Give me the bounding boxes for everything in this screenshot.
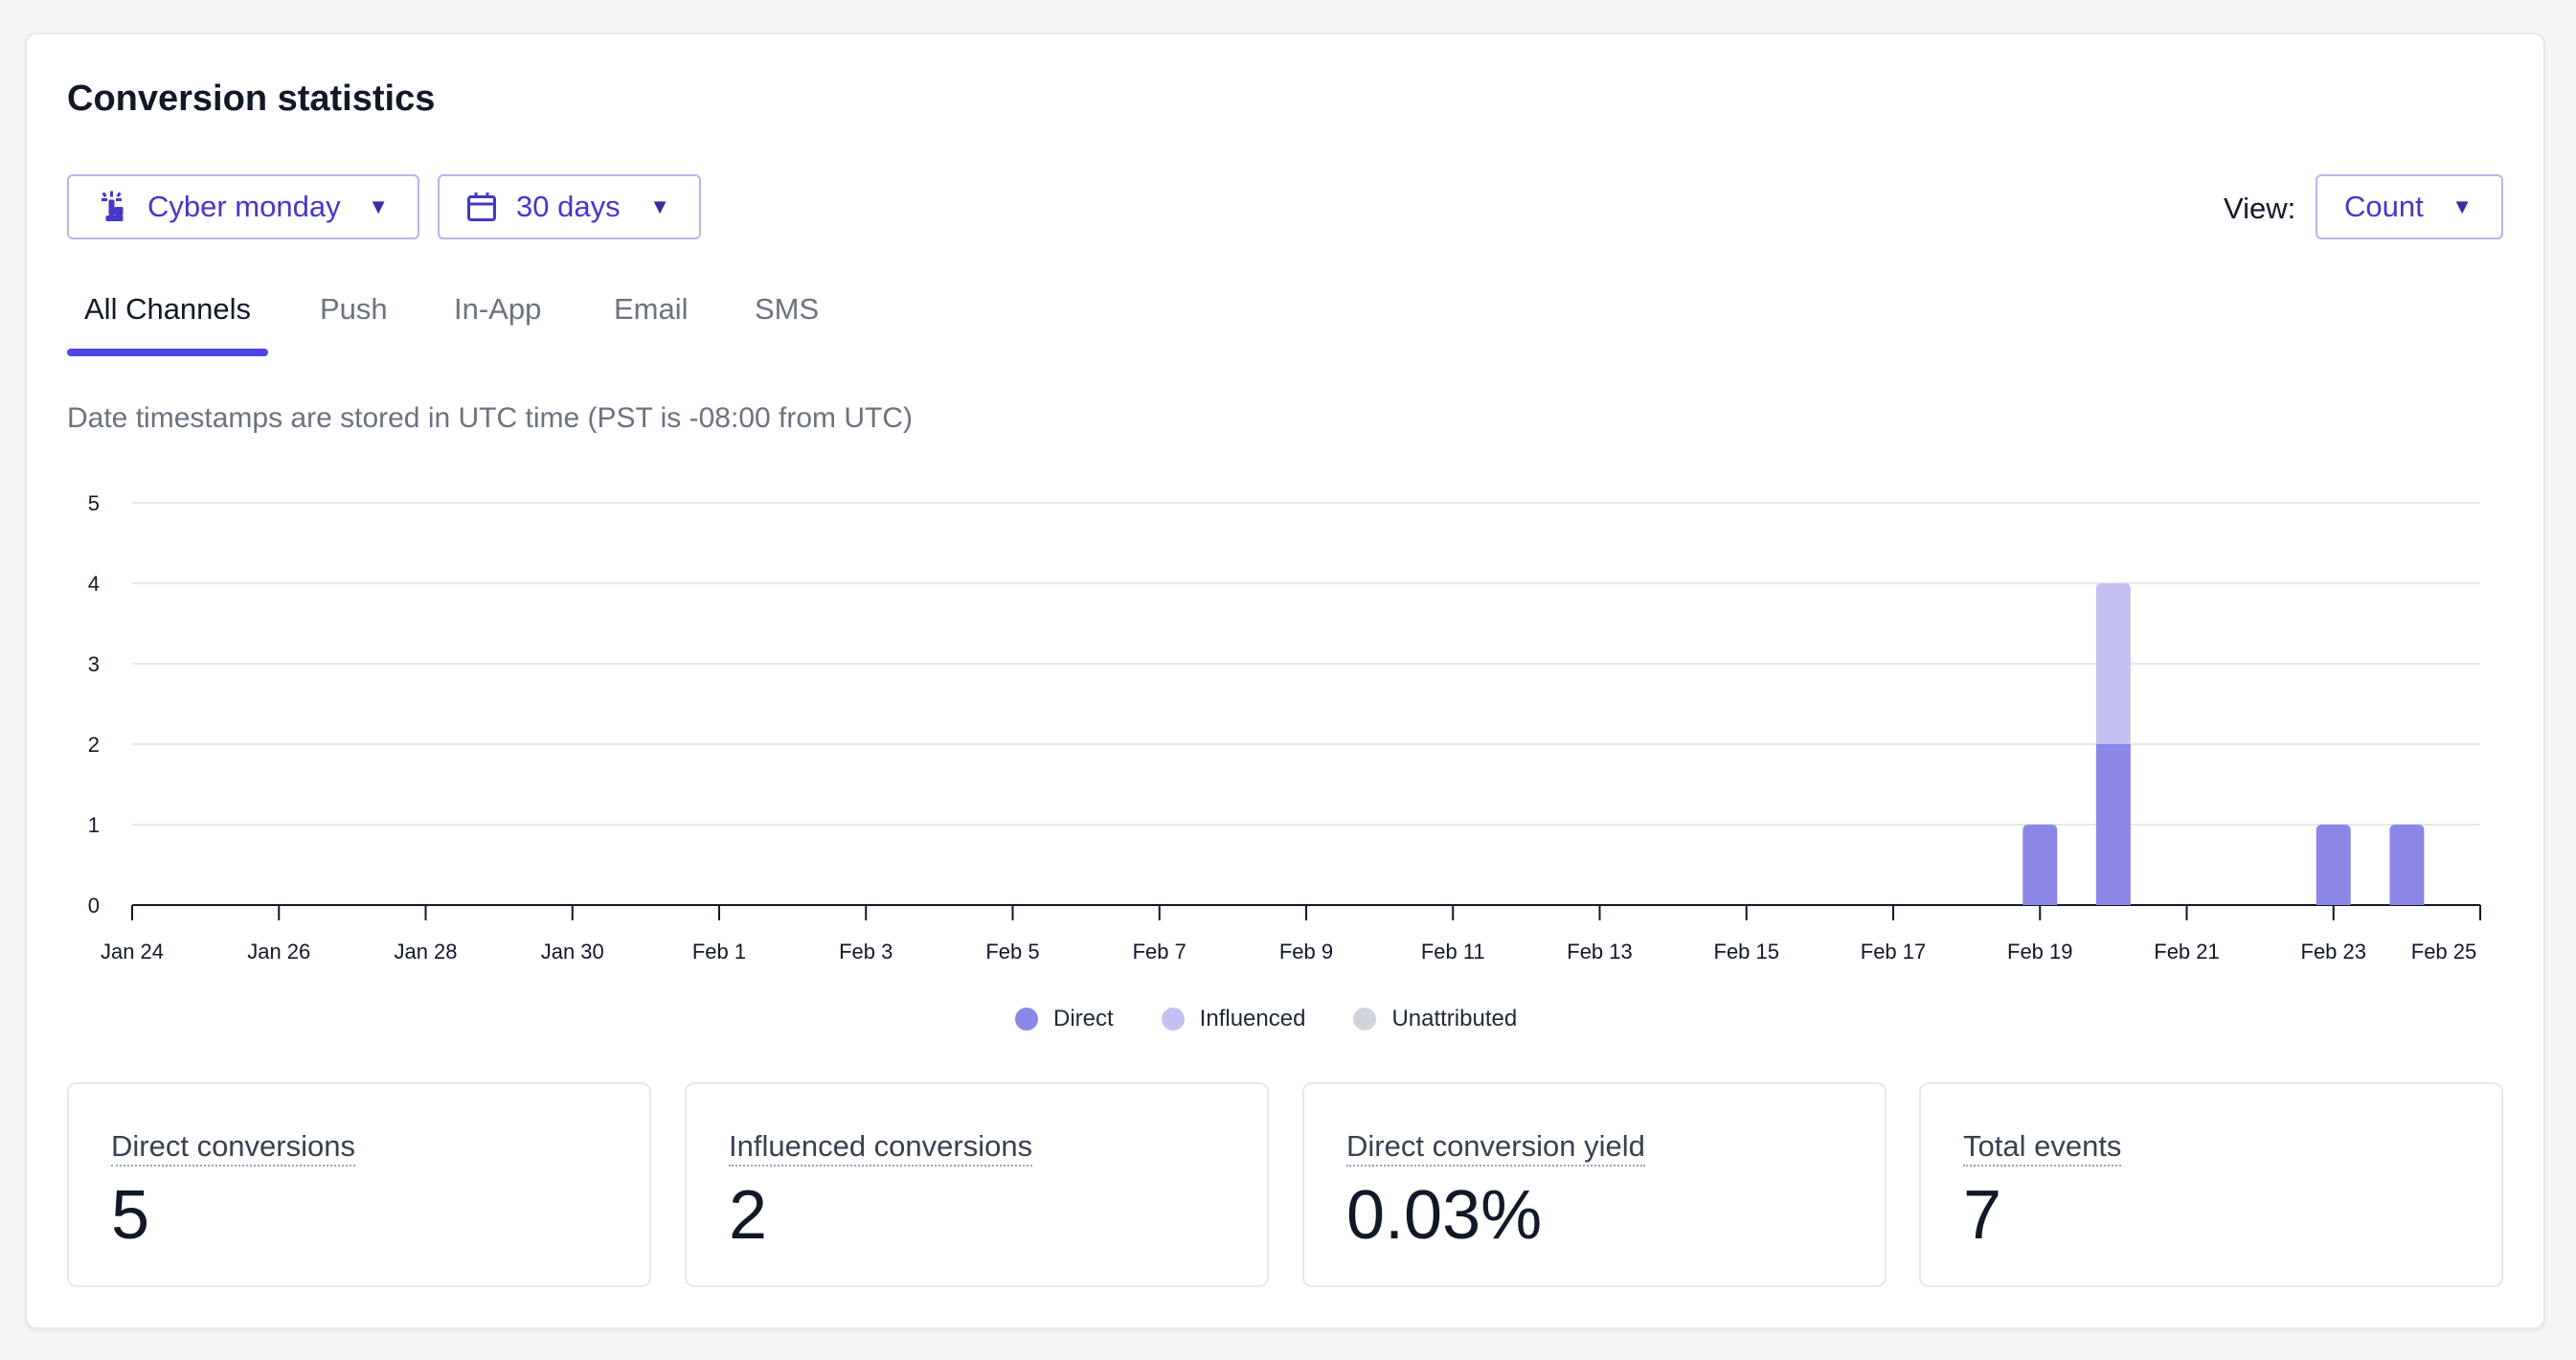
x-tick-label: Feb 11 — [1421, 940, 1485, 963]
legend-dot-unattributed — [1353, 1008, 1377, 1031]
x-tick-label: Feb 13 — [1567, 940, 1633, 963]
view-dropdown[interactable]: Count ▼ — [2316, 174, 2503, 239]
caret-down-icon: ▼ — [649, 194, 670, 218]
tab-email[interactable]: Email — [614, 292, 689, 326]
x-tick-label: Feb 25 — [2411, 940, 2477, 963]
x-tick-label: Feb 3 — [839, 940, 893, 963]
campaign-dropdown[interactable]: Cyber monday ▼ — [67, 174, 419, 239]
chart-legend: Direct Influenced Unattributed — [1015, 1006, 1565, 1032]
x-tick-label: Feb 1 — [692, 940, 746, 963]
view-dropdown-label: Count — [2344, 190, 2424, 223]
x-tick-label: Jan 28 — [394, 940, 457, 963]
caret-down-icon: ▼ — [2452, 194, 2473, 218]
campaign-icon — [102, 191, 124, 221]
stat-label[interactable]: Total events — [1963, 1128, 2122, 1167]
legend-item-unattributed[interactable]: Unattributed — [1353, 1006, 1517, 1032]
bar-direct — [2316, 825, 2351, 905]
date-range-dropdown[interactable]: 30 days ▼ — [438, 174, 701, 239]
tab-push[interactable]: Push — [320, 292, 388, 326]
x-tick-label: Feb 15 — [1714, 940, 1780, 963]
stat-value: 0.03% — [1346, 1177, 1543, 1254]
tab-sms[interactable]: SMS — [755, 292, 820, 326]
page-title: Conversion statistics — [67, 79, 436, 119]
stat-card-total-events: Total events 7 — [1919, 1082, 2503, 1287]
x-tick-label: Feb 17 — [1861, 940, 1927, 963]
calendar-icon — [467, 193, 496, 221]
stat-card-influenced-conversions: Influenced conversions 2 — [685, 1082, 1269, 1287]
caret-down-icon: ▼ — [368, 194, 389, 218]
legend-item-direct[interactable]: Direct — [1015, 1006, 1114, 1032]
bar-influenced — [2095, 583, 2131, 744]
active-tab-indicator — [67, 349, 268, 356]
stat-label[interactable]: Direct conversions — [111, 1128, 355, 1167]
x-tick-label: Jan 24 — [101, 940, 164, 963]
tab-in-app[interactable]: In-App — [454, 292, 542, 326]
bar-direct — [2022, 825, 2058, 905]
x-tick-label: Feb 9 — [1279, 940, 1333, 963]
stat-label[interactable]: Direct conversion yield — [1346, 1128, 1645, 1167]
legend-label-direct: Direct — [1053, 1006, 1114, 1031]
bar-direct — [2389, 825, 2425, 905]
conversion-chart: 0 1 2 3 4 5 Jan 24 Jan 26 Jan 28 Jan 30 Feb 1 Feb 3… — [88, 491, 2481, 963]
y-tick-label: 3 — [88, 652, 100, 676]
stat-value: 5 — [111, 1177, 150, 1254]
x-tick-label: Jan 26 — [247, 940, 310, 963]
legend-dot-influenced — [1161, 1008, 1185, 1031]
x-tick-label: Feb 23 — [2301, 940, 2367, 963]
stat-card-direct-conversion-yield: Direct conversion yield 0.03% — [1302, 1082, 1887, 1287]
tab-all-channels[interactable]: All Channels — [84, 292, 252, 326]
x-tick-label: Feb 21 — [2154, 940, 2220, 963]
y-tick-label: 5 — [88, 491, 100, 515]
y-tick-label: 0 — [88, 894, 100, 918]
legend-item-influenced[interactable]: Influenced — [1161, 1006, 1306, 1032]
stat-value: 2 — [729, 1177, 768, 1254]
y-tick-label: 4 — [88, 572, 100, 596]
stat-value: 7 — [1963, 1177, 2002, 1254]
legend-label-influenced: Influenced — [1199, 1006, 1306, 1031]
campaign-dropdown-label: Cyber monday — [147, 190, 341, 223]
x-tick-label: Feb 19 — [2007, 940, 2073, 963]
legend-label-unattributed: Unattributed — [1391, 1006, 1518, 1031]
x-tick-label: Feb 7 — [1133, 940, 1186, 963]
x-tick-label: Feb 5 — [985, 940, 1039, 963]
stat-label[interactable]: Influenced conversions — [729, 1128, 1033, 1167]
date-range-dropdown-label: 30 days — [516, 190, 621, 223]
timezone-note: Date timestamps are stored in UTC time (… — [67, 402, 914, 434]
stat-card-direct-conversions: Direct conversions 5 — [67, 1082, 651, 1287]
view-label: View: — [2224, 192, 2296, 225]
y-tick-label: 1 — [88, 813, 100, 837]
y-tick-label: 2 — [88, 733, 100, 757]
x-tick-label: Jan 30 — [541, 940, 604, 963]
legend-dot-direct — [1015, 1008, 1038, 1031]
bar-direct — [2095, 744, 2131, 905]
